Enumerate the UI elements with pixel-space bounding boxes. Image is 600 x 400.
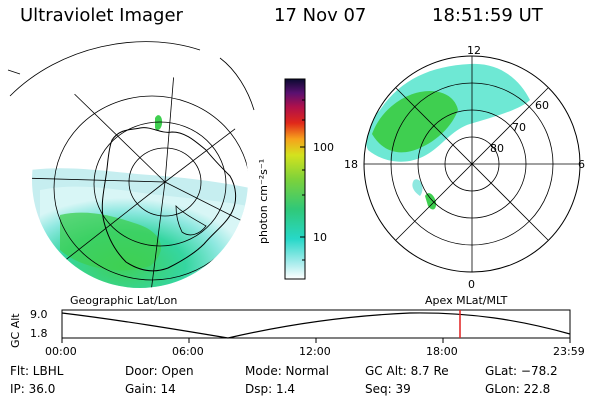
coast-detail — [175, 205, 207, 236]
altitude-curve — [61, 312, 571, 339]
info-mode: Mode: Normal — [245, 364, 329, 378]
mlt-label-18: 18 — [344, 158, 358, 171]
info-glon: GLon: 22.8 — [485, 382, 551, 396]
info-ip: IP: 36.0 — [10, 382, 56, 396]
mlt-label-12: 12 — [467, 44, 481, 57]
mag-spot-halo — [412, 179, 423, 196]
time-label-0: 00:00 — [45, 345, 77, 358]
altitude-frame — [61, 309, 571, 339]
alt-max-label: 9.0 — [30, 308, 48, 321]
mag-mlt-lines — [364, 56, 580, 272]
mlat-label-60: 60 — [535, 99, 549, 112]
time-label-2: 12:00 — [299, 345, 331, 358]
geo-outer-arc-right — [219, 57, 255, 111]
mag-spot — [425, 193, 437, 210]
geo-latitude-circles — [32, 72, 248, 288]
observation-date: 17 Nov 07 — [274, 5, 367, 26]
mlt-label-0: 0 — [468, 278, 475, 291]
colorbar-label-10: 10 — [313, 231, 327, 244]
geo-outer-tick — [7, 69, 21, 75]
info-dsp: Dsp: 1.4 — [245, 382, 296, 396]
mlt-label-6: 6 — [578, 158, 585, 171]
mag-emission-region — [372, 90, 458, 153]
observation-time: 18:51:59 UT — [432, 5, 543, 26]
info-seq: Seq: 39 — [365, 382, 411, 396]
altitude-plot — [61, 309, 571, 343]
time-label-1: 06:00 — [172, 345, 204, 358]
time-label-4: 23:59 — [553, 345, 585, 358]
info-glat: GLat: −78.2 — [485, 364, 558, 378]
mlat-label-70: 70 — [512, 121, 526, 134]
alt-axis-label: GC Alt — [9, 313, 22, 348]
info-filter: Flt: LBHL — [10, 364, 64, 378]
info-door: Door: Open — [125, 364, 194, 378]
geo-spot — [155, 115, 163, 131]
mlat-label-80: 80 — [490, 142, 504, 155]
colorbar-units: photon cm⁻²s⁻¹ — [257, 158, 270, 244]
color-bar — [284, 78, 306, 280]
magnetic-caption: Apex MLat/MLT — [425, 294, 508, 307]
instrument-title: Ultraviolet Imager — [20, 5, 183, 26]
magnetic-map — [363, 55, 581, 273]
time-label-3: 18:00 — [426, 345, 458, 358]
geographic-caption: Geographic Lat/Lon — [70, 294, 178, 307]
info-gain: Gain: 14 — [125, 382, 176, 396]
time-ticks — [61, 338, 571, 343]
colorbar-label-100: 100 — [313, 141, 334, 154]
info-gc-alt: GC Alt: 8.7 Re — [365, 364, 449, 378]
geographic-map — [7, 41, 255, 288]
geo-bright-patch — [60, 212, 161, 271]
geo-outer-arc — [9, 41, 201, 97]
alt-min-label: 1.8 — [30, 327, 48, 340]
color-scale — [284, 78, 306, 280]
